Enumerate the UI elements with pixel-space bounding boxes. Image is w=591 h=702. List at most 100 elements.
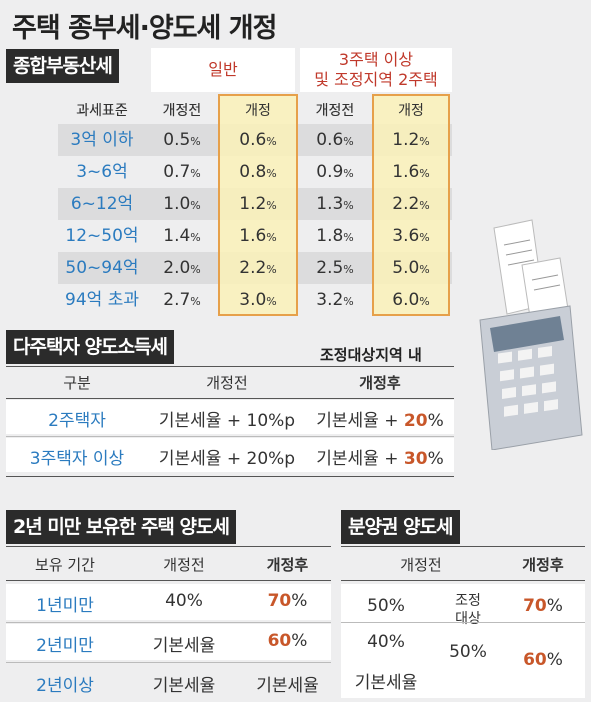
tax-bracket-label: 50~94억 <box>58 252 146 284</box>
tax-rate-cell: 1.4% <box>146 220 218 252</box>
note-adjusted-line1: 조정 <box>455 593 481 609</box>
rate-before: 기본세율 <box>152 636 216 656</box>
row-background <box>6 438 454 472</box>
tax-rate-cell: 5.0% <box>372 252 450 284</box>
rate-before: 50% <box>367 596 405 616</box>
rate-value: 0.6 <box>239 130 267 150</box>
rate-value: 0.5 <box>163 130 191 150</box>
tax-rate-cell: 2.7% <box>146 284 218 316</box>
tax-rate-cell: 3.0% <box>218 284 298 316</box>
percent-unit: % <box>266 263 277 276</box>
holding-period: 2년이상 <box>36 676 94 696</box>
rate-value: 1.0 <box>163 194 191 214</box>
rate-before: 40% <box>165 591 203 611</box>
row-background <box>6 624 331 660</box>
tax-bracket-label: 94억 초과 <box>58 284 146 316</box>
row-background <box>6 400 454 434</box>
row-divider <box>6 436 454 437</box>
column-header-before: 개정전 <box>400 556 442 574</box>
table-bottom-rule <box>6 476 454 477</box>
section-label-comprehensive-tax: 종합부동산세 <box>6 49 119 83</box>
table-top-rule <box>6 366 454 367</box>
bracket-text: 3억 이하 <box>70 130 134 150</box>
owner-type: 2주택자 <box>48 411 106 431</box>
bracket-text: 94억 초과 <box>65 290 139 310</box>
rate-value: 0.7 <box>163 162 191 182</box>
rate-after-part: 20 <box>403 411 428 431</box>
tax-rate-cell: 1.6% <box>218 220 298 252</box>
rate-value: 2.2 <box>392 194 420 214</box>
percent-unit: % <box>266 231 277 244</box>
group-header-general: 일반 <box>151 48 295 92</box>
percent-unit: % <box>343 263 354 276</box>
rate-after: 기본세율 + 20% <box>306 406 454 431</box>
tax-rate-cell: 0.8% <box>218 156 298 188</box>
note-adjusted-line2: 대상 <box>455 611 481 627</box>
row-divider <box>6 662 331 663</box>
tax-rate-cell: 3.6% <box>372 220 450 252</box>
rate-before: 기본세율 <box>152 676 216 696</box>
rate-value: 2.5 <box>316 258 344 278</box>
header-rule <box>6 580 331 581</box>
percent-unit: % <box>419 199 430 212</box>
tax-rate-cell: 0.6% <box>218 124 298 156</box>
percent-unit: % <box>266 167 277 180</box>
column-header-label-3: 개정전 <box>315 103 355 119</box>
section-label-short-holding-tax: 2년 미만 보유한 주택 양도세 <box>6 510 236 544</box>
rate-after-part: 30 <box>403 449 428 469</box>
rate-after-part: 60 <box>523 650 547 670</box>
page-title: 주택 종부세·양도세 개정 <box>12 13 277 44</box>
highlight-column-border <box>218 94 298 316</box>
percent-unit: % <box>190 263 201 276</box>
rate-before: 기본세율 + 20%p <box>158 449 296 469</box>
rate-after-part: % <box>291 591 308 611</box>
tax-rate-cell: 0.9% <box>298 156 372 188</box>
rate-after-part: 기본세율 + <box>316 449 404 469</box>
table-top-rule <box>6 546 331 547</box>
rate-value: 2.2 <box>239 258 267 278</box>
row-divider <box>6 622 331 623</box>
rate-after-part: % <box>427 411 444 431</box>
rate-value: 0.9 <box>316 162 344 182</box>
tax-bracket-label: 6~12억 <box>58 188 146 220</box>
percent-unit: % <box>266 199 277 212</box>
column-header-label-4: 개정 <box>398 103 424 119</box>
rate-after-part: % <box>546 650 563 670</box>
group-general-label: 일반 <box>208 60 238 79</box>
column-header-0: 구분 <box>63 374 91 392</box>
rate-value: 6.0 <box>392 290 420 310</box>
column-header-3: 개정전 <box>315 103 355 119</box>
header-rule <box>341 580 585 581</box>
tax-bracket-label: 3~6억 <box>58 156 146 188</box>
column-header-0: 과세표준 <box>76 103 128 119</box>
percent-unit: % <box>190 167 201 180</box>
tax-rate-cell: 1.2% <box>218 188 298 220</box>
tax-rate-cell: 0.6% <box>298 124 372 156</box>
rate-value: 2.0 <box>163 258 191 278</box>
tax-rate-cell: 2.2% <box>372 188 450 220</box>
rate-after: 60% <box>244 631 331 651</box>
tax-bracket-label: 12~50억 <box>58 220 146 252</box>
rate-value: 1.6 <box>239 226 267 246</box>
rate-after-part: 70 <box>267 591 292 611</box>
bracket-text: 3~6억 <box>76 162 128 182</box>
percent-unit: % <box>190 295 201 308</box>
rate-value: 3.0 <box>239 290 267 310</box>
calculator-icon <box>479 305 583 450</box>
highlight-column-border <box>372 94 450 316</box>
highlight-column <box>372 94 450 316</box>
presale-right-tax-table: 개정전 개정후 50% 40% 50% 기본세율 조정 대상 70% 60% <box>341 546 585 702</box>
percent-unit: % <box>266 295 277 308</box>
percent-unit: % <box>343 231 354 244</box>
tax-rate-cell: 1.0% <box>146 188 218 220</box>
column-header-0: 보유 기간 <box>35 556 95 574</box>
section-label-presale-right-tax: 분양권 양도세 <box>341 510 460 544</box>
column-header-label-1: 개정전 <box>162 103 202 119</box>
rate-before: 기본세율 + 10%p <box>158 411 296 431</box>
group-multi-line1: 3주택 이상 <box>338 50 414 69</box>
holding-period: 2년미만 <box>36 636 94 656</box>
column-header-label-0: 과세표준 <box>76 103 128 119</box>
tax-rate-cell: 2.2% <box>218 252 298 284</box>
rate-after: 70% <box>244 591 331 611</box>
note-adjusted-area: 조정대상지역 내 <box>320 346 422 364</box>
